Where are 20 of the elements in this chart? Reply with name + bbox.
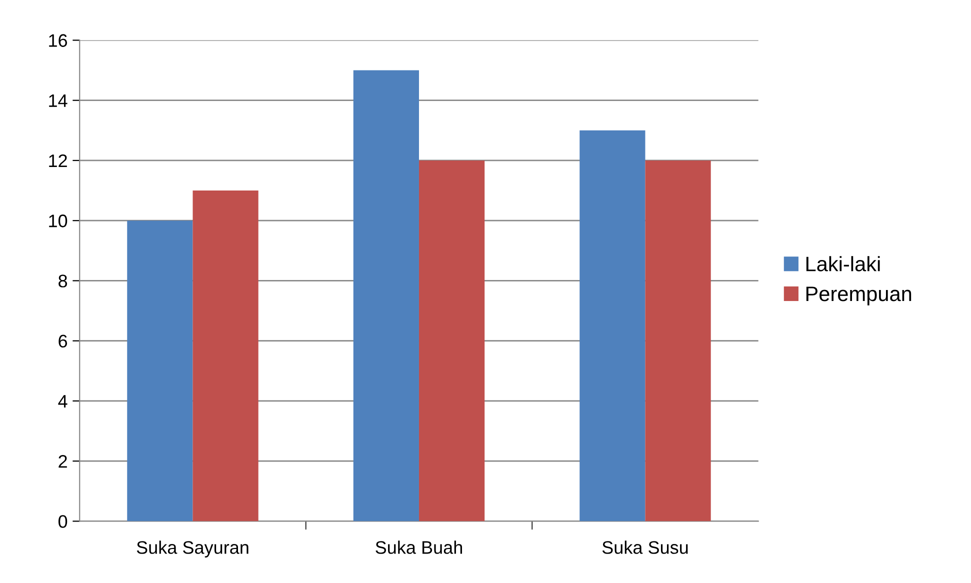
x-tick-label: Suka Susu	[602, 540, 688, 554]
y-tick-label: 8	[58, 274, 68, 288]
x-tick-label: Suka Buah	[376, 540, 462, 554]
bar	[353, 70, 419, 522]
y-tick-label: 6	[58, 334, 68, 348]
x-tick-label: Suka Sayuran	[136, 540, 248, 558]
y-tick-label: 10	[49, 214, 68, 228]
bar	[418, 160, 485, 522]
y-tick-label: 16	[49, 34, 68, 47]
bar	[645, 160, 711, 522]
y-tick-label: 12	[49, 154, 67, 168]
y-tick-label: 0	[58, 515, 68, 528]
y-tick-label: 2	[58, 455, 67, 468]
legend-label: Laki-laki	[806, 256, 880, 272]
y-tick-label: 14	[49, 94, 68, 107]
bar	[192, 190, 258, 522]
bar	[127, 220, 193, 522]
bar	[580, 130, 646, 522]
y-tick-label: 4	[58, 395, 68, 408]
legend-label: Perempuan	[806, 286, 912, 306]
